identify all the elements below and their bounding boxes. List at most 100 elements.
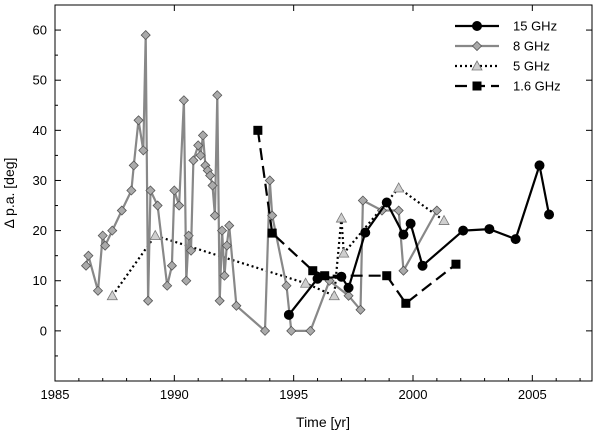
data-point [83,250,94,261]
data-point [405,218,416,229]
data-point [116,205,127,216]
x-tick-label: 1985 [41,387,70,402]
data-point [231,300,242,311]
series-line [256,130,457,305]
data-point [80,260,92,271]
data-point [299,277,312,288]
data-point [209,210,220,221]
data-point [343,282,354,293]
x-tick-label: 1995 [279,387,308,402]
legend-marker [471,40,483,52]
data-point [100,240,111,251]
data-point [162,280,173,291]
data-point [382,271,392,281]
legend-item: 15 GHz [455,19,557,34]
legend-item: 8 GHz [455,39,550,54]
data-point [138,145,149,156]
data-point [259,325,271,336]
data-point [219,270,230,281]
data-point [188,155,199,166]
legend-label: 1.6 GHz [513,79,561,94]
x-axis: 1985 1990 1995 2000 2005 [41,5,581,402]
data-point [174,200,185,211]
data-point [149,229,161,241]
data-point [143,295,154,306]
data-point [398,265,409,276]
data-point [393,205,404,216]
y-tick-label: 60 [33,23,47,38]
data-point [169,185,180,196]
data-point [417,260,428,271]
y-tick-label: 10 [33,273,47,288]
data-point [544,209,555,220]
legend-marker [471,60,483,71]
data-point [451,259,461,269]
y-tick-label: 20 [33,223,47,238]
data-point [126,185,137,196]
data-point [305,325,316,336]
data-point [214,295,225,306]
x-tick-label: 1990 [160,387,189,402]
y-axis: 0 10 20 30 40 50 60 [33,4,592,357]
data-point [217,225,228,236]
data-point [357,195,368,206]
y-tick-label: 0 [40,323,47,338]
y-tick-label: 30 [33,173,47,188]
data-point [166,260,178,271]
data-point [207,180,218,191]
data-point [484,224,495,235]
data-point [286,325,297,336]
data-point [185,245,197,256]
data-point [178,95,189,106]
data-point [193,140,204,151]
series-layer [80,30,555,336]
data-point [336,271,347,282]
data-point [431,205,442,216]
data-point [510,234,521,245]
data-point [197,130,209,141]
data-point [360,227,371,238]
data-point [438,214,450,225]
x-tick-label: 2000 [399,387,428,402]
data-point [128,160,139,171]
legend: 15 GHz 8 GHz 5 GHz 1.6 GHz [455,19,561,94]
legend-label: 15 GHz [513,19,557,34]
data-point [253,125,263,135]
data-point [355,304,366,315]
series-5-ghz [106,182,450,301]
data-point [195,150,206,161]
data-point [267,228,277,238]
data-point [343,290,354,301]
data-point [393,182,405,193]
series-line [84,33,438,332]
data-point [283,309,294,320]
x-tick-label: 2005 [518,387,547,402]
data-point [140,30,151,41]
data-point [281,280,292,291]
data-point [381,197,392,208]
series-8-ghz [80,30,442,336]
data-point [92,285,104,296]
legend-marker [472,81,482,91]
series-line [111,186,445,297]
legend-item: 1.6 GHz [455,79,561,94]
data-point [152,200,163,211]
plot-frame [54,4,593,382]
data-point [97,230,108,241]
data-point [458,225,469,236]
data-point [312,273,323,284]
data-point [145,185,156,196]
legend-label: 5 GHz [513,59,550,74]
data-point [534,160,545,171]
y-axis-label: Δ p.a. [deg] [1,158,17,229]
series-15-ghz [283,160,555,320]
legend-item: 5 GHz [455,59,550,74]
data-point [264,175,275,186]
x-axis-label: Time [yr] [296,414,350,430]
data-point [328,289,340,301]
legend-marker [472,21,482,31]
data-point [308,266,318,276]
data-point [183,230,194,241]
data-point [106,289,118,301]
data-point [133,115,144,126]
